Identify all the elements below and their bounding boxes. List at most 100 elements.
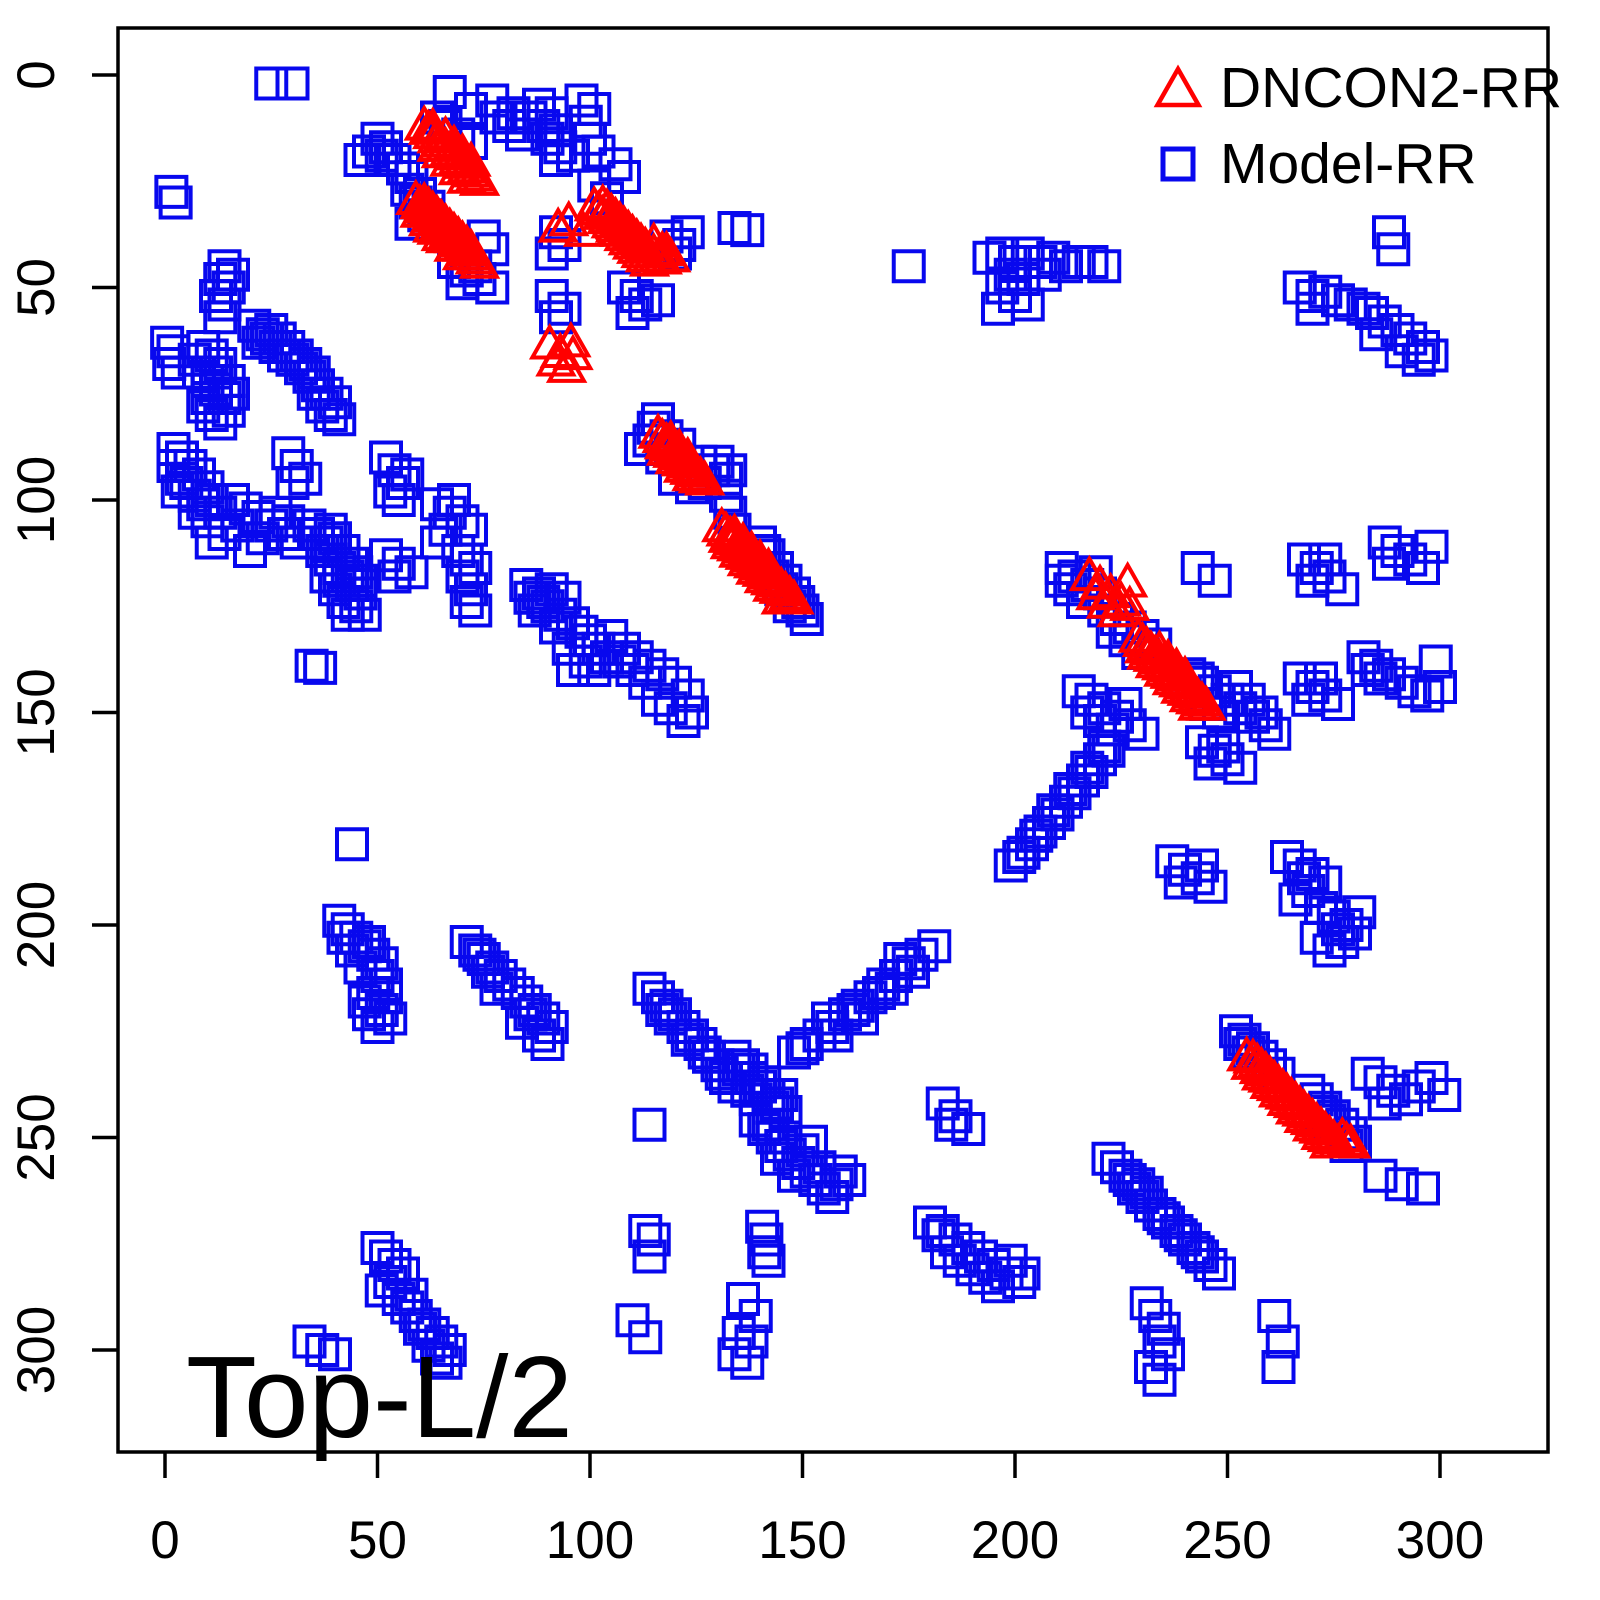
model-rr-point bbox=[330, 597, 365, 632]
model-rr-point bbox=[1265, 1324, 1300, 1359]
dncon2-rr-point bbox=[537, 206, 579, 243]
model-rr-point bbox=[547, 291, 582, 326]
dncon2-rr-point bbox=[611, 212, 654, 249]
y-axis-tick-label: 0 bbox=[7, 60, 66, 89]
model-rr-point bbox=[760, 1141, 794, 1176]
model-rr-point bbox=[1146, 1311, 1181, 1346]
model-rr-point bbox=[1384, 665, 1419, 700]
model-rr-point bbox=[1142, 1362, 1177, 1397]
dncon2-rr-point bbox=[667, 435, 709, 473]
model-rr-point bbox=[675, 695, 709, 730]
model-rr-point bbox=[993, 1243, 1028, 1278]
model-rr-point bbox=[1308, 542, 1343, 577]
dncon2-rr-point bbox=[1257, 1070, 1300, 1108]
model-rr-point bbox=[1121, 1167, 1156, 1202]
model-rr-point bbox=[458, 593, 493, 628]
dncon2-rr-point bbox=[1330, 1121, 1372, 1159]
model-rr-point bbox=[1185, 848, 1219, 883]
model-rr-point bbox=[845, 1001, 879, 1036]
model-rr-point bbox=[1367, 1086, 1402, 1121]
model-rr-point bbox=[364, 138, 399, 173]
model-rr-point bbox=[190, 381, 225, 415]
legend-item-dncon2-rr: DNCON2-RR bbox=[1152, 50, 1562, 126]
dncon2-rr-point bbox=[1300, 1113, 1342, 1150]
dncon2-rr-point bbox=[722, 520, 764, 558]
model-rr-point bbox=[891, 249, 926, 284]
model-rr-point bbox=[1321, 283, 1355, 318]
y-axis-tick-label: 150 bbox=[7, 668, 66, 756]
model-rr-point bbox=[1278, 882, 1313, 917]
model-rr-point bbox=[1333, 287, 1368, 322]
model-rr-point bbox=[194, 525, 229, 560]
model-rr-point bbox=[394, 1277, 429, 1312]
model-rr-point bbox=[628, 287, 663, 322]
dncon2-rr-point bbox=[1151, 658, 1193, 696]
model-rr-point bbox=[981, 291, 1015, 326]
dncon2-rr-point bbox=[677, 456, 720, 494]
model-rr-point bbox=[454, 572, 488, 607]
model-rr-point bbox=[190, 470, 225, 505]
model-rr-point bbox=[1363, 661, 1398, 696]
model-rr-point bbox=[1410, 678, 1445, 713]
model-rr-point bbox=[428, 1345, 463, 1380]
model-rr-point bbox=[458, 551, 493, 585]
model-rr-point bbox=[1372, 546, 1406, 581]
dncon2-rr-point bbox=[433, 225, 475, 262]
model-rr-point bbox=[1393, 542, 1428, 577]
model-rr-point bbox=[1261, 1350, 1296, 1384]
triangle-marker-icon bbox=[1153, 64, 1203, 108]
model-rr-point bbox=[1423, 670, 1457, 704]
model-rr-point bbox=[1006, 1256, 1041, 1291]
dncon2-rr-point bbox=[758, 567, 800, 604]
model-rr-point bbox=[1312, 933, 1347, 968]
model-rr-point bbox=[615, 653, 650, 687]
dncon2-rr-point bbox=[594, 195, 637, 232]
model-rr-point bbox=[1406, 1171, 1440, 1206]
model-rr-point bbox=[1414, 529, 1449, 564]
dncon2-rr-point bbox=[641, 229, 683, 266]
model-rr-point bbox=[1299, 551, 1334, 585]
model-rr-point bbox=[1363, 1158, 1398, 1193]
dncon2-rr-point bbox=[658, 427, 700, 464]
model-rr-point bbox=[526, 585, 561, 619]
model-rr-point bbox=[917, 929, 952, 964]
model-rr-point bbox=[602, 644, 637, 679]
y-axis-tick-label: 50 bbox=[7, 258, 66, 317]
dncon2-rr-point bbox=[1147, 637, 1189, 674]
dncon2-rr-point bbox=[446, 157, 488, 194]
model-rr-point bbox=[156, 449, 191, 483]
model-rr-point bbox=[1257, 1299, 1292, 1333]
dncon2-rr-point bbox=[1283, 1096, 1325, 1133]
model-rr-point bbox=[938, 1099, 973, 1134]
model-rr-point bbox=[1295, 563, 1330, 598]
model-rr-point bbox=[1401, 342, 1436, 377]
model-rr-point bbox=[1287, 861, 1321, 896]
dncon2-rr-point bbox=[650, 235, 692, 273]
model-rr-point bbox=[326, 920, 361, 955]
x-axis-tick-label: 150 bbox=[758, 1511, 846, 1570]
model-rr-point bbox=[794, 1124, 828, 1159]
model-rr-point bbox=[874, 971, 909, 1006]
model-rr-point bbox=[717, 1337, 752, 1372]
y-axis-tick-label: 250 bbox=[7, 1093, 66, 1181]
model-rr-point bbox=[1049, 249, 1083, 284]
dncon2-rr-point bbox=[633, 220, 675, 258]
model-rr-point bbox=[275, 466, 310, 500]
model-rr-point bbox=[1202, 1256, 1236, 1291]
x-axis-tick-label: 300 bbox=[1396, 1511, 1484, 1570]
model-rr-point bbox=[381, 546, 416, 581]
model-rr-point bbox=[254, 66, 289, 101]
dncon2-rr-point bbox=[437, 148, 479, 186]
model-rr-point bbox=[1134, 1350, 1168, 1384]
model-rr-point bbox=[594, 619, 629, 653]
legend: DNCON2-RR Model-RR bbox=[1152, 50, 1562, 202]
model-rr-point bbox=[1350, 653, 1385, 687]
y-axis-tick-label: 200 bbox=[7, 881, 66, 969]
model-rr-point bbox=[577, 653, 612, 687]
model-rr-point bbox=[1002, 1265, 1037, 1299]
model-rr-point bbox=[377, 559, 412, 594]
model-rr-point bbox=[313, 512, 348, 547]
model-rr-point bbox=[628, 665, 663, 700]
model-rr-point bbox=[165, 461, 199, 496]
